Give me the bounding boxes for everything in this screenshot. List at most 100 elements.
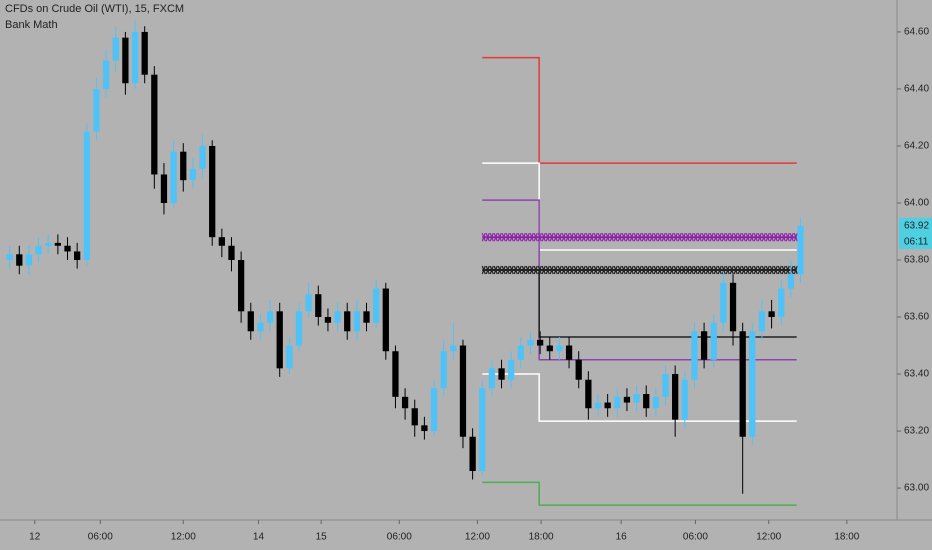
x-tick-label: 16 <box>616 532 628 543</box>
candle-body <box>257 322 264 332</box>
y-tick-label: 64.00 <box>904 198 929 209</box>
candle-body <box>180 151 187 181</box>
y-tick-label: 63.00 <box>904 483 929 494</box>
countdown-tag <box>899 233 932 249</box>
candle-body <box>720 282 727 323</box>
candle-body <box>633 393 640 403</box>
candle-body <box>440 351 447 389</box>
level-line <box>482 481 797 506</box>
candle-body <box>353 311 361 332</box>
y-tick-label: 63.40 <box>904 369 929 380</box>
candle-body <box>700 331 708 360</box>
level-line <box>482 56 797 164</box>
candle-body <box>363 311 370 323</box>
candle-body <box>237 260 245 312</box>
candle-body <box>787 274 795 289</box>
x-tick-label: 12 <box>29 532 41 543</box>
level-cross-hatch <box>481 232 798 242</box>
candle-body <box>141 31 148 75</box>
candle-body <box>556 345 563 352</box>
candle-body <box>286 345 293 369</box>
candle-body <box>45 242 52 246</box>
candle-body <box>218 237 225 246</box>
x-tick-label: 12:00 <box>171 532 196 543</box>
candle-body <box>672 374 679 420</box>
x-tick-label: 06:00 <box>683 532 708 543</box>
candle-body <box>479 388 486 471</box>
candle-body <box>469 436 476 471</box>
candle-body <box>729 282 737 332</box>
candle-body <box>305 294 312 312</box>
candle-body <box>74 251 81 260</box>
x-tick-label: 12:00 <box>465 532 490 543</box>
x-tick-label: 18:00 <box>834 532 859 543</box>
candle-body <box>16 254 23 266</box>
y-tick-label: 64.60 <box>904 27 929 38</box>
candle-body <box>93 88 100 132</box>
candle-body <box>199 145 206 169</box>
x-tick-label: 15 <box>316 532 328 543</box>
price-tag <box>899 217 932 234</box>
x-tick-label: 12:00 <box>756 532 781 543</box>
candle-body <box>102 60 110 89</box>
candle-body <box>25 254 33 266</box>
candle-body <box>35 245 42 255</box>
candle-body <box>276 311 283 369</box>
candle-body <box>508 359 515 380</box>
candle-body <box>643 393 650 409</box>
x-tick-label: 06:00 <box>88 532 113 543</box>
candle-body <box>411 408 418 426</box>
candle-body <box>382 288 389 352</box>
candle-body <box>83 131 90 260</box>
candle-body <box>334 311 341 323</box>
candle-body <box>681 379 688 420</box>
candle-body <box>6 254 13 260</box>
candle-body <box>401 396 409 409</box>
candle-body <box>797 225 804 275</box>
candle-body <box>488 368 496 389</box>
candle-body <box>189 168 197 181</box>
candle-body <box>160 174 168 203</box>
candle-body <box>266 311 274 323</box>
candle-body <box>170 151 177 203</box>
y-tick-label: 63.60 <box>904 312 929 323</box>
candle-body <box>209 145 216 238</box>
candle-body <box>459 345 467 437</box>
countdown-label: 06:11 <box>904 236 929 247</box>
candle-body <box>710 322 717 360</box>
y-tick-label: 64.20 <box>904 141 929 152</box>
candle-body <box>768 311 775 318</box>
candle-body <box>324 317 332 323</box>
x-tick-label: 18:00 <box>529 532 554 543</box>
candle-body <box>247 311 254 332</box>
candle-body <box>662 374 669 397</box>
candle-body <box>778 288 785 318</box>
candle-body <box>652 396 660 409</box>
y-tick-label: 64.40 <box>904 84 929 95</box>
candle-body <box>315 294 322 318</box>
candle-body <box>295 311 303 346</box>
candle-body <box>392 351 399 397</box>
candle-body <box>604 402 611 409</box>
candle-body <box>112 37 119 61</box>
candle-body <box>758 311 766 332</box>
candle-body <box>54 242 62 246</box>
candle-body <box>565 345 573 360</box>
candle-body <box>517 345 524 360</box>
candle-body <box>151 74 158 175</box>
candle-body <box>122 37 129 84</box>
candle-body <box>344 311 351 332</box>
price-tag-label: 63.92 <box>904 220 929 231</box>
candle-body <box>373 288 380 323</box>
y-tick-label: 63.80 <box>904 255 929 266</box>
candle-body <box>228 245 235 260</box>
candle-body <box>585 379 592 409</box>
level-cross-hatch <box>481 265 798 275</box>
candle-body <box>131 31 139 84</box>
candle-body <box>536 339 544 346</box>
candle-body <box>623 396 631 403</box>
y-tick-label: 63.20 <box>904 426 929 437</box>
candle-body <box>527 339 534 346</box>
